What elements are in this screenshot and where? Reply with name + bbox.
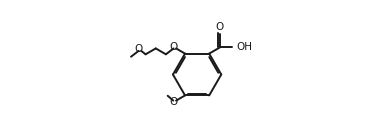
Text: O: O (169, 97, 178, 107)
Text: O: O (135, 44, 143, 55)
Text: O: O (216, 22, 224, 32)
Text: O: O (169, 42, 178, 52)
Text: OH: OH (237, 42, 253, 52)
